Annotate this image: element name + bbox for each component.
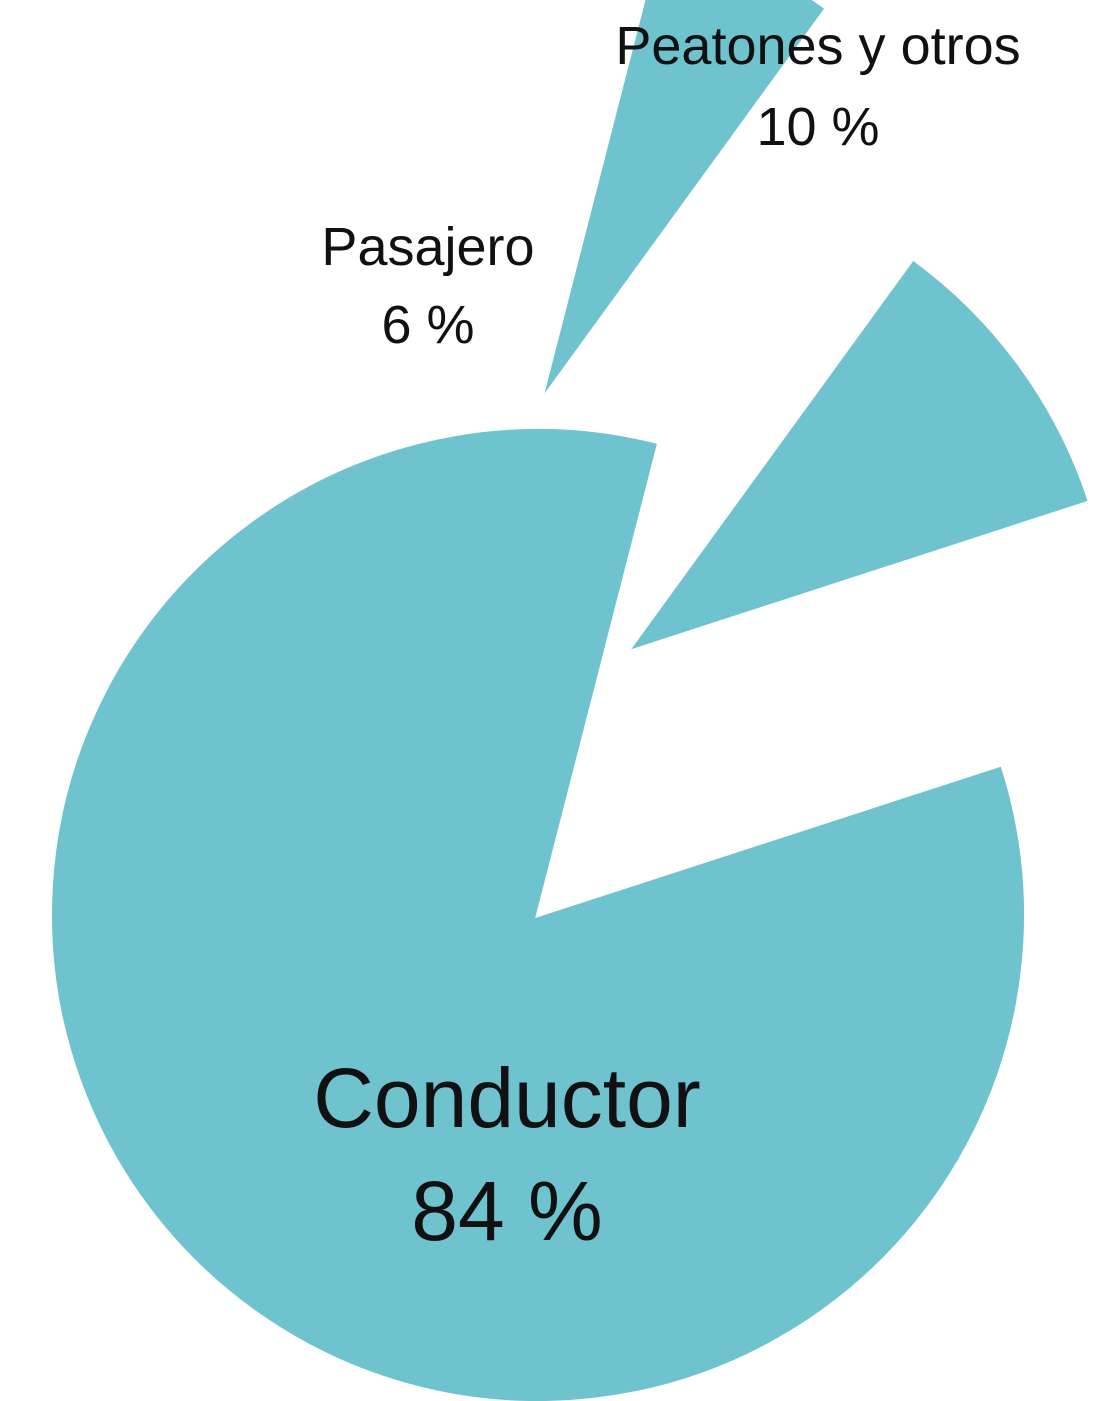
label-pasajero-value: 6 %: [381, 295, 474, 355]
pie-slice-peatones-y-otros: [620, 255, 1093, 657]
pie-slice-conductor: [48, 425, 1028, 1401]
pie-slice-pasajero: [538, 0, 830, 405]
pie-labels: Peatones y otros 10 % Pasajero 6 % Condu…: [313, 16, 1020, 1258]
label-pasajero-name: Pasajero: [321, 217, 534, 277]
label-conductor-name: Conductor: [313, 1051, 701, 1145]
pie-slices: [48, 0, 1093, 1401]
label-peatones-name: Peatones y otros: [615, 16, 1020, 76]
label-peatones-value: 10 %: [756, 97, 879, 157]
label-conductor-value: 84 %: [411, 1164, 602, 1258]
